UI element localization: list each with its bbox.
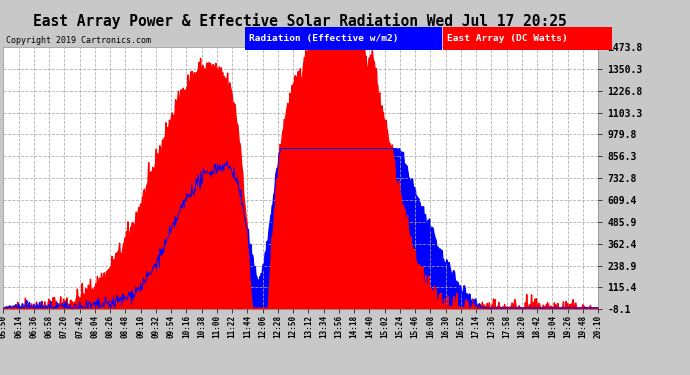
Text: East Array (DC Watts): East Array (DC Watts) (447, 34, 568, 43)
Text: Copyright 2019 Cartronics.com: Copyright 2019 Cartronics.com (6, 36, 150, 45)
Text: Radiation (Effective w/m2): Radiation (Effective w/m2) (249, 34, 399, 43)
Text: East Array Power & Effective Solar Radiation Wed Jul 17 20:25: East Array Power & Effective Solar Radia… (33, 13, 567, 29)
